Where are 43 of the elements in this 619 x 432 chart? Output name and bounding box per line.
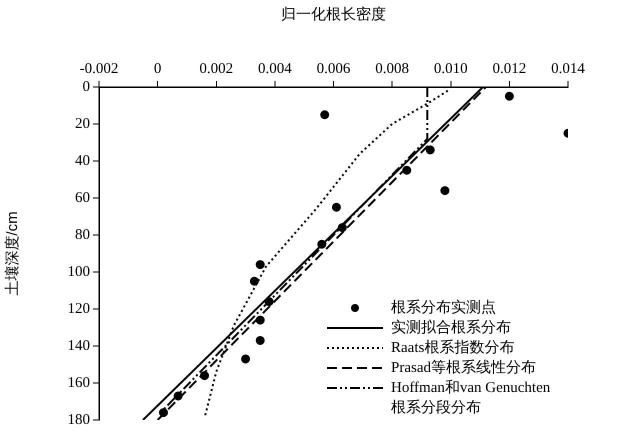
x-tick-label: 0 [154,60,162,77]
y-tick-label: 40 [75,152,90,169]
point [440,186,450,196]
x-tick-label: 0.002 [199,60,234,77]
point [320,110,330,120]
x-tick-label: -0.002 [80,60,118,77]
x-tick-label: 0.006 [316,60,351,77]
legend-label: 根系分布实测点 [391,298,497,318]
point [200,371,210,380]
y-tick-label: 60 [75,190,90,206]
point [332,202,341,212]
x-axis-title: 归一化根长密度 [281,6,386,24]
x-tick-label: 0.008 [375,60,409,77]
point [256,316,265,325]
x-tick-label: 0.004 [258,60,292,77]
y-tick-label: 180 [68,412,90,428]
y-tick-label: 100 [68,264,90,280]
legend-label: Hoffman和van Genuchten根系分段分布 [391,378,552,418]
point [504,92,514,101]
point [426,145,435,154]
y-axis-title: 土壤深度/cm [4,211,22,296]
legend-label: 实测拟合根系分布 [391,318,512,338]
point [317,240,326,249]
point [256,260,265,270]
y-tick-label: 120 [68,300,90,317]
point [174,391,183,400]
y-tick-label: 80 [75,226,90,243]
legend-label: Raats根系指数分布 [391,338,516,358]
x-tick-label: 0.010 [434,60,468,77]
y-tick-label: 0 [82,78,90,95]
point [338,223,347,232]
point [402,166,412,175]
point [158,408,168,418]
x-tick-label: 0.012 [492,60,526,77]
x-tick-label: 0.014 [551,60,586,77]
y-tick-label: 20 [75,116,90,132]
point [241,354,250,364]
legend-label: Prasad等根系线性分布 [391,358,537,378]
point [264,297,274,306]
point [250,276,259,286]
y-tick-label: 140 [68,338,90,354]
y-tick-label: 160 [68,374,90,391]
point [256,336,265,345]
